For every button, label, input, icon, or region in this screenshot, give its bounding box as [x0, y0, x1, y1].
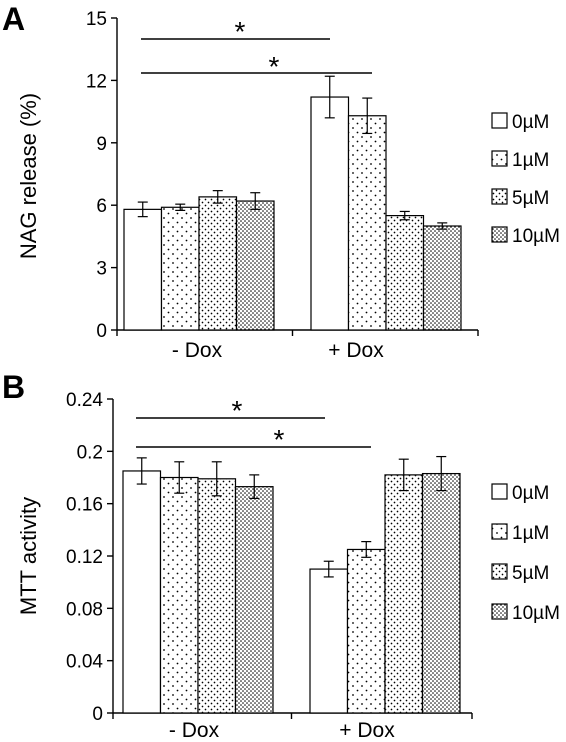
- bar: [198, 196, 238, 331]
- significance-star: *: [232, 395, 243, 426]
- panel-a-letter: A: [2, 1, 25, 37]
- legend-swatch: [491, 150, 508, 167]
- bar: [159, 476, 199, 714]
- bar: [421, 472, 461, 714]
- y-tick-label: 9: [96, 134, 107, 155]
- bar: [422, 225, 462, 331]
- legend-label: 5µM: [512, 563, 549, 584]
- legend-swatch: [491, 523, 508, 540]
- y-tick-label: 0.04: [66, 652, 103, 673]
- y-tick-label: 0.2: [77, 442, 103, 463]
- bar: [346, 548, 386, 714]
- category-label: + Dox: [339, 719, 395, 742]
- bar: [347, 115, 387, 331]
- legend-swatch: [491, 603, 508, 620]
- panel-a-legend: 0µM 1µM 5µM 10µM: [491, 112, 560, 247]
- y-tick-label: 0.08: [66, 599, 103, 620]
- category-label: + Dox: [328, 339, 384, 362]
- panel-b-error-bars: [136, 455, 447, 578]
- panel-b-letter: B: [2, 369, 25, 405]
- legend-label: 1µM: [512, 150, 549, 171]
- y-tick-label: 15: [86, 9, 107, 30]
- legend-label: 10µM: [512, 603, 560, 624]
- bar: [385, 215, 425, 331]
- legend-swatch: [491, 188, 508, 205]
- bar: [197, 478, 237, 714]
- significance-star: *: [235, 16, 246, 47]
- legend-label: 1µM: [512, 523, 549, 544]
- y-tick-label: 6: [96, 196, 107, 217]
- category-label: - Dox: [172, 339, 223, 362]
- legend-swatch: [491, 112, 508, 129]
- legend-label: 0µM: [512, 112, 549, 133]
- panel-b-legend: 0µM 1µM 5µM 10µM: [491, 483, 560, 624]
- y-tick-label: 0: [92, 704, 103, 725]
- significance-star: *: [274, 424, 285, 455]
- y-tick-label: 3: [96, 259, 107, 280]
- panel-b-category-labels: - Dox + Dox: [169, 719, 395, 742]
- legend-label: 10µM: [512, 226, 560, 247]
- bar: [160, 206, 200, 331]
- panel-a-ylabel: NAG release (%): [16, 93, 41, 259]
- panel-a-bars: [123, 96, 462, 331]
- legend-label: 0µM: [512, 483, 549, 504]
- y-tick-label: 0: [96, 321, 107, 342]
- category-label: - Dox: [169, 719, 220, 742]
- panel-a-category-labels: - Dox + Dox: [172, 339, 384, 362]
- bar: [122, 470, 162, 714]
- panel-b-bars: [122, 470, 461, 714]
- bar: [384, 474, 424, 714]
- panel-a-error-bars: [137, 75, 448, 230]
- y-tick-label: 0.12: [66, 547, 103, 568]
- legend-swatch: [491, 483, 508, 500]
- panel-b-significance: * *: [136, 395, 371, 455]
- y-tick-label: 0.24: [66, 390, 103, 411]
- y-tick-label: 12: [86, 71, 107, 92]
- panel-b: B MTT activity 00.040.080.120.160.20.24 …: [2, 369, 560, 742]
- panel-b-ylabel: MTT activity: [16, 497, 41, 615]
- bar: [309, 568, 349, 714]
- legend-label: 5µM: [512, 188, 549, 209]
- legend-swatch: [491, 226, 508, 243]
- legend-swatch: [491, 563, 508, 580]
- significance-star: *: [269, 51, 280, 82]
- bar: [123, 208, 163, 331]
- bar: [235, 200, 275, 331]
- y-tick-label: 0.16: [66, 495, 103, 516]
- bar: [234, 486, 274, 714]
- panel-a-significance: * *: [141, 16, 372, 82]
- bar: [310, 96, 350, 331]
- panel-b-axes: 0 0.04 0.08 0.12 0.16 0.2 0.24: [66, 390, 473, 725]
- panel-a: A NAG release (%) 0 3 6 9 12 15 * * - Dox + Do…: [2, 1, 560, 362]
